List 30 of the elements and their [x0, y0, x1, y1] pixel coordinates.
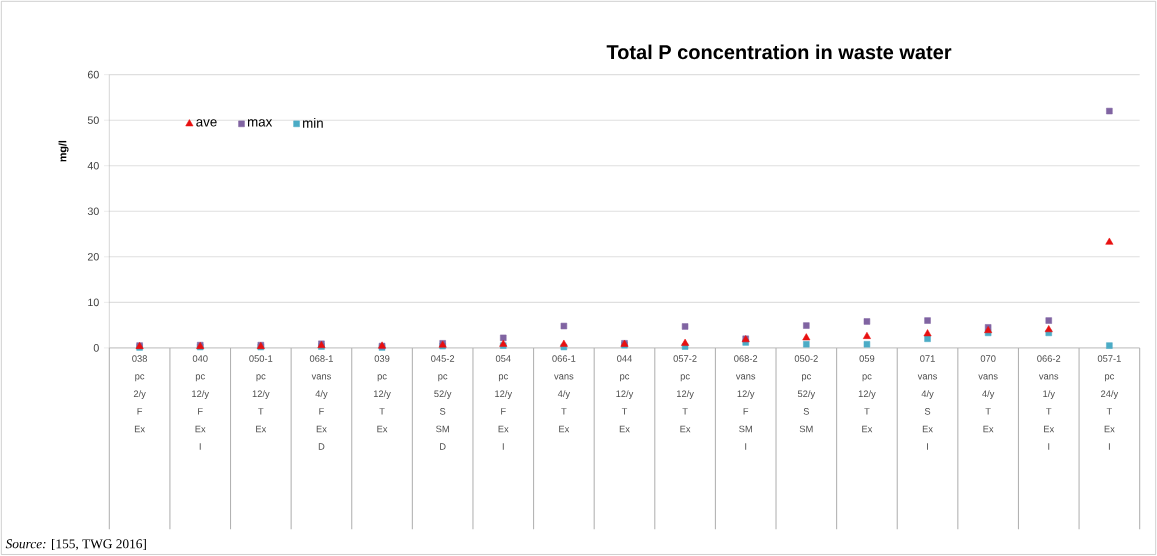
y-axis-title: mg/l: [58, 141, 69, 162]
y-tick-label: 10: [88, 298, 99, 307]
chart-title: Total P concentration in waste water: [606, 44, 952, 60]
category-label: 071 vans 4/y S Ex I: [917, 355, 938, 450]
category-label: 070 vans 4/y T Ex: [978, 355, 998, 433]
category-label: 040 pc 12/y F Ex I: [192, 355, 210, 450]
category-label: 039 pc 12/y T Ex: [373, 355, 391, 433]
category-label: 050-2 pc 52/y S SM: [794, 355, 818, 433]
text: Source: [155, TWG 2016]: [5, 539, 146, 551]
category-label: 068-1 vans 4/y F Ex D: [309, 355, 333, 450]
y-tick-label: 40: [87, 162, 99, 170]
category-label: 038 pc 2/y F Ex: [132, 355, 147, 433]
legend-label: min: [303, 118, 323, 128]
category-label: 054 pc 12/y F Ex I: [495, 355, 513, 450]
legend-label: ave: [196, 119, 217, 127]
y-tick-label: 30: [87, 207, 99, 216]
category-label: 057-1 pc 24/y T Ex I: [1097, 355, 1121, 450]
category-label: 066-2 vans 1/y T Ex I: [1037, 355, 1061, 450]
y-tick-label: 50: [87, 116, 99, 125]
category-label: 050-1 pc 12/y T Ex: [249, 355, 273, 433]
legend-label: max: [247, 119, 273, 127]
category-label: 044 pc 12/y T Ex: [616, 355, 634, 433]
category-label: 059 pc 12/y T Ex: [858, 355, 876, 433]
category-label: 068-2 vans 12/y F SM I: [734, 355, 758, 450]
y-tick-label: 60: [87, 70, 99, 79]
y-tick-label: 20: [87, 253, 99, 261]
category-label: 045-2 pc 52/y S SM D: [431, 355, 455, 450]
y-tick-label: 0: [93, 344, 99, 352]
category-label: 057-2 pc 12/y T Ex: [673, 355, 697, 433]
category-label: 066-1 vans 4/y T Ex: [552, 355, 576, 433]
